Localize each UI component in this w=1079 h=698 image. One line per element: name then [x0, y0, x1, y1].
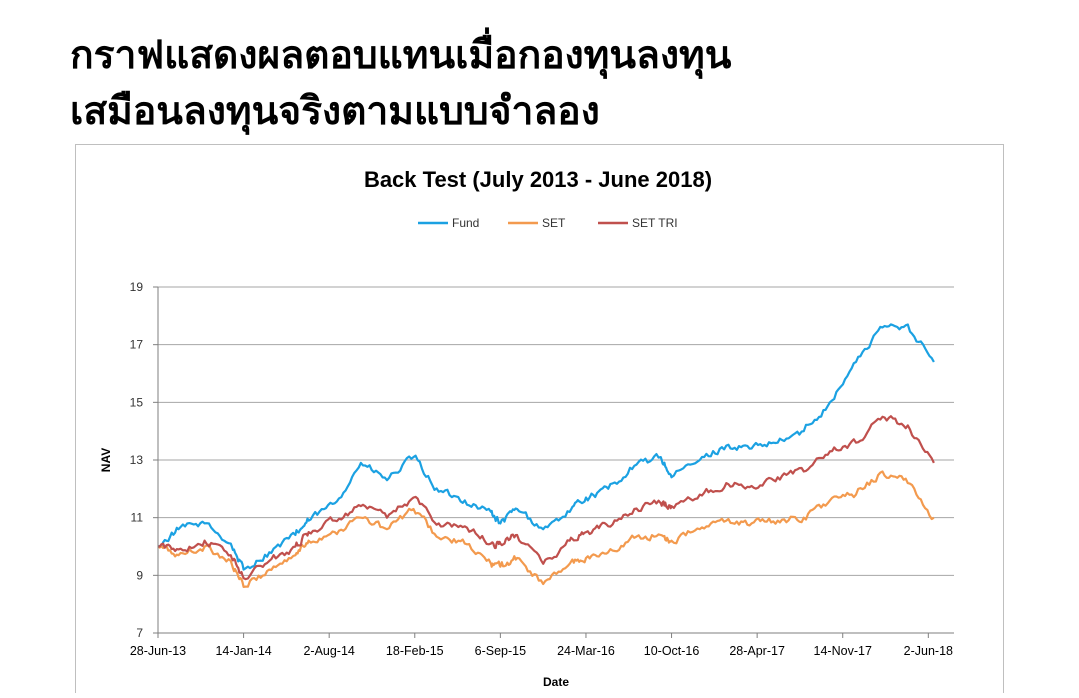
y-tick-label: 13	[130, 453, 144, 467]
slide-title-line-1: กราฟแสดงผลตอบแทนเมื่อกองทุนลงทุน	[70, 33, 732, 78]
back-test-chart: Back Test (July 2013 - June 2018) Fund SE…	[99, 167, 954, 689]
slide-title: กราฟแสดงผลตอบแทนเมื่อกองทุนลงทุน เสมือนล…	[70, 28, 1060, 140]
y-tick-label: 7	[136, 626, 143, 640]
series-line-set-tri	[158, 415, 935, 581]
y-tick-label: 9	[136, 568, 143, 582]
series-line-fund	[157, 323, 935, 571]
x-tick-label: 6-Sep-15	[475, 644, 526, 658]
legend-label: Fund	[452, 216, 479, 230]
chart-gridlines	[158, 286, 954, 576]
x-tick-label: 28-Jun-13	[130, 644, 186, 658]
chart-legend: Fund SET SET TRI	[418, 216, 678, 230]
x-tick-label: 18-Feb-15	[386, 644, 444, 658]
x-tick-label: 2-Jun-18	[904, 644, 953, 658]
legend-label: SET TRI	[632, 216, 678, 230]
x-axis-ticks: 28-Jun-13 14-Jan-14 2-Aug-14 18-Feb-15 6-Sep…	[130, 633, 953, 658]
y-tick-label: 17	[130, 338, 144, 352]
x-tick-label: 14-Nov-17	[814, 644, 872, 658]
x-tick-label: 28-Apr-17	[729, 644, 785, 658]
y-tick-label: 19	[130, 280, 144, 294]
x-tick-label: 2-Aug-14	[303, 644, 354, 658]
series-line-set	[157, 470, 935, 588]
x-tick-label: 24-Mar-16	[557, 644, 615, 658]
legend-label: SET	[542, 216, 566, 230]
y-axis-label: NAV	[99, 448, 113, 472]
chart-title: Back Test (July 2013 - June 2018)	[364, 167, 712, 192]
x-tick-label: 14-Jan-14	[215, 644, 271, 658]
x-axis-label: Date	[543, 675, 569, 689]
y-tick-label: 11	[131, 511, 144, 525]
chart-series	[157, 323, 935, 588]
y-axis-ticks: 7 9 11 13 15 17 19	[130, 280, 158, 640]
x-tick-label: 10-Oct-16	[644, 644, 700, 658]
y-tick-label: 15	[130, 395, 144, 409]
slide-title-line-2: เสมือนลงทุนจริงตามแบบจำลอง	[70, 89, 600, 134]
chart-frame: Back Test (July 2013 - June 2018) Fund SE…	[75, 144, 1004, 693]
